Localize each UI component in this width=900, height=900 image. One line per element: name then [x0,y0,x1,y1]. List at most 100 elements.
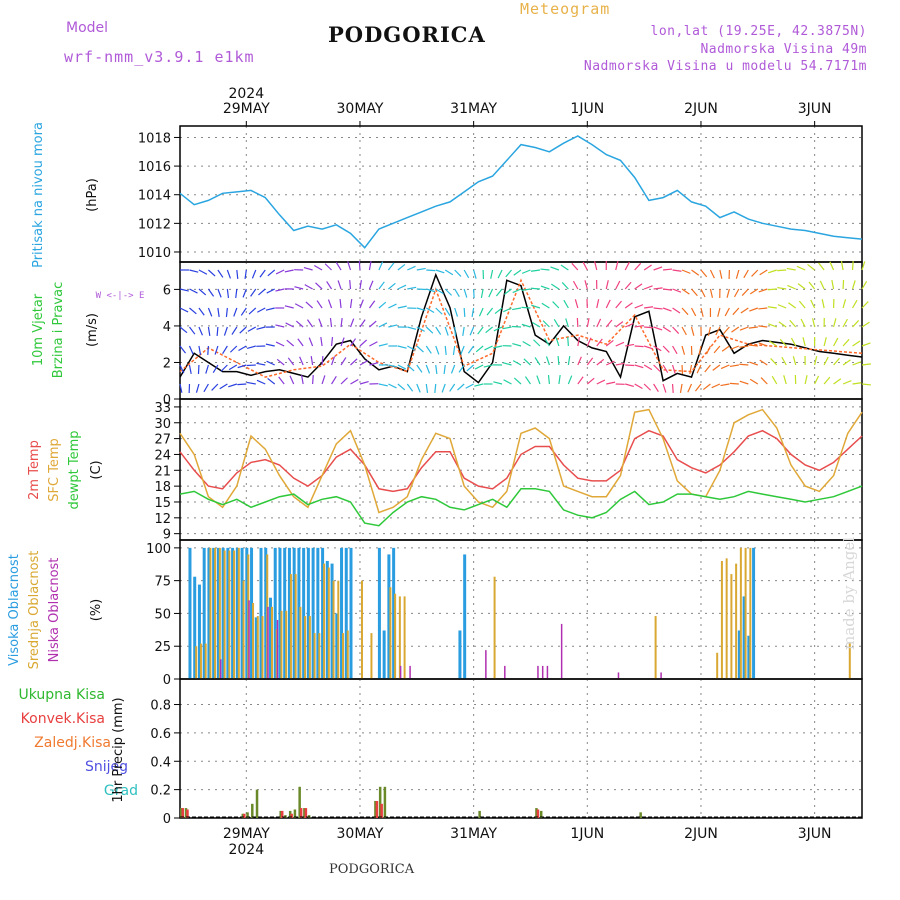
cloud-bar [325,560,329,679]
wind-arrow [316,300,323,309]
cloud-bar [280,610,283,679]
wind-arrow [463,307,466,318]
day-label-top: 31MAY [450,101,497,117]
cloud-bar [735,563,738,679]
cloud-bar [245,547,249,679]
wind-arrow [267,269,276,277]
y-tick-label: 1014 [138,189,171,204]
cloud-bar [458,630,462,679]
wind-arrow [724,307,730,317]
wind-arrow [358,260,361,271]
cloud-bar [546,665,549,679]
wind-arrow [672,326,680,334]
wind-arrow [804,375,808,385]
wind-arrow [533,339,541,347]
wind-arrow [771,375,778,385]
wind-arrow [787,284,796,290]
wind-arrow [861,363,872,366]
wind-arrow [369,320,377,328]
wind-arrow [681,326,687,336]
wind-arrow [330,336,334,347]
wind-arrow [861,383,872,386]
wind-arrow [729,382,739,385]
wind-arrow [462,326,465,336]
wind-arrow [497,269,503,279]
wind-arrow [340,357,347,366]
wind-arrow [777,269,787,272]
wind-arrow [758,342,768,347]
wind-arrow [596,338,603,347]
wind-arrow [246,381,256,385]
wind-arrow [749,361,759,366]
wind-arrow [547,374,551,385]
cloud-bar [730,574,733,679]
wind-arrow [605,280,609,290]
precip-bar [186,809,189,818]
wind-arrow [540,285,550,290]
y-tick-label: 1010 [138,246,171,261]
cloud-bar [267,606,269,679]
wind-arrow [207,307,213,317]
precip-bar [374,800,377,818]
cloud-bar [193,576,197,679]
wind-arrow [634,304,644,309]
y-tick-label: 100 [146,542,171,557]
cloud-bar [308,616,311,679]
wind-arrow [359,360,369,366]
cloud-bar [742,596,746,679]
wind-arrow [694,383,702,392]
precip-bar [383,786,387,818]
wind-arrow [720,383,730,387]
wind-arrow [748,344,758,347]
wind-arrow [465,383,474,389]
wind-arrow [594,261,598,271]
y-tick-label: 0.6 [150,727,171,742]
wind-arrow [792,356,797,366]
panel-border-pressure [179,125,863,263]
precip-bar [293,809,297,818]
wind-arrow [852,340,861,347]
wind-arrow [198,307,205,316]
wind-arrow [551,283,560,290]
precip-bar [180,808,183,818]
wind-arrow [749,378,759,385]
wind-arrow [478,307,484,317]
wind-arrow [242,288,247,298]
wind-arrow [615,321,624,328]
wind-arrow [378,383,388,387]
pressure-axis-label: Pritisak na nivou mora [31,122,46,268]
wind-arrow [788,302,797,309]
precip-bar [279,810,282,818]
cloud-bar [248,600,250,679]
wind-arrow [237,364,247,369]
wind-arrow [463,269,470,279]
cloud-bar [285,610,288,679]
wind-arrow [842,380,852,385]
wind-arrow [681,288,690,295]
precip-bar [298,786,301,818]
cloud-bar [848,642,851,679]
wind-arrow [369,362,379,366]
wind-arrow [226,269,232,279]
precip-bar [539,810,543,818]
cloud-bar [389,587,392,679]
wind-arrow [615,261,619,271]
day-label-bottom: 31MAY [450,826,497,842]
cloud-bar [725,558,728,679]
wind-arrow [473,269,477,279]
wind-arrow [730,345,740,350]
wind-arrow [179,307,189,313]
meteogram-title: Meteogram [520,0,611,18]
wind-arrow [426,269,436,272]
cloud-bar [327,567,330,679]
wind-arrow [735,269,740,279]
wind-arrow [759,359,768,366]
wind-arrow [359,380,369,385]
cloud-bar [223,550,226,679]
wind-arrow [512,288,522,294]
wind-arrow [278,376,285,385]
wind-arrow [299,356,304,366]
series-line [179,135,863,249]
cloud-bar [195,646,198,679]
wind-arrow [493,326,503,332]
